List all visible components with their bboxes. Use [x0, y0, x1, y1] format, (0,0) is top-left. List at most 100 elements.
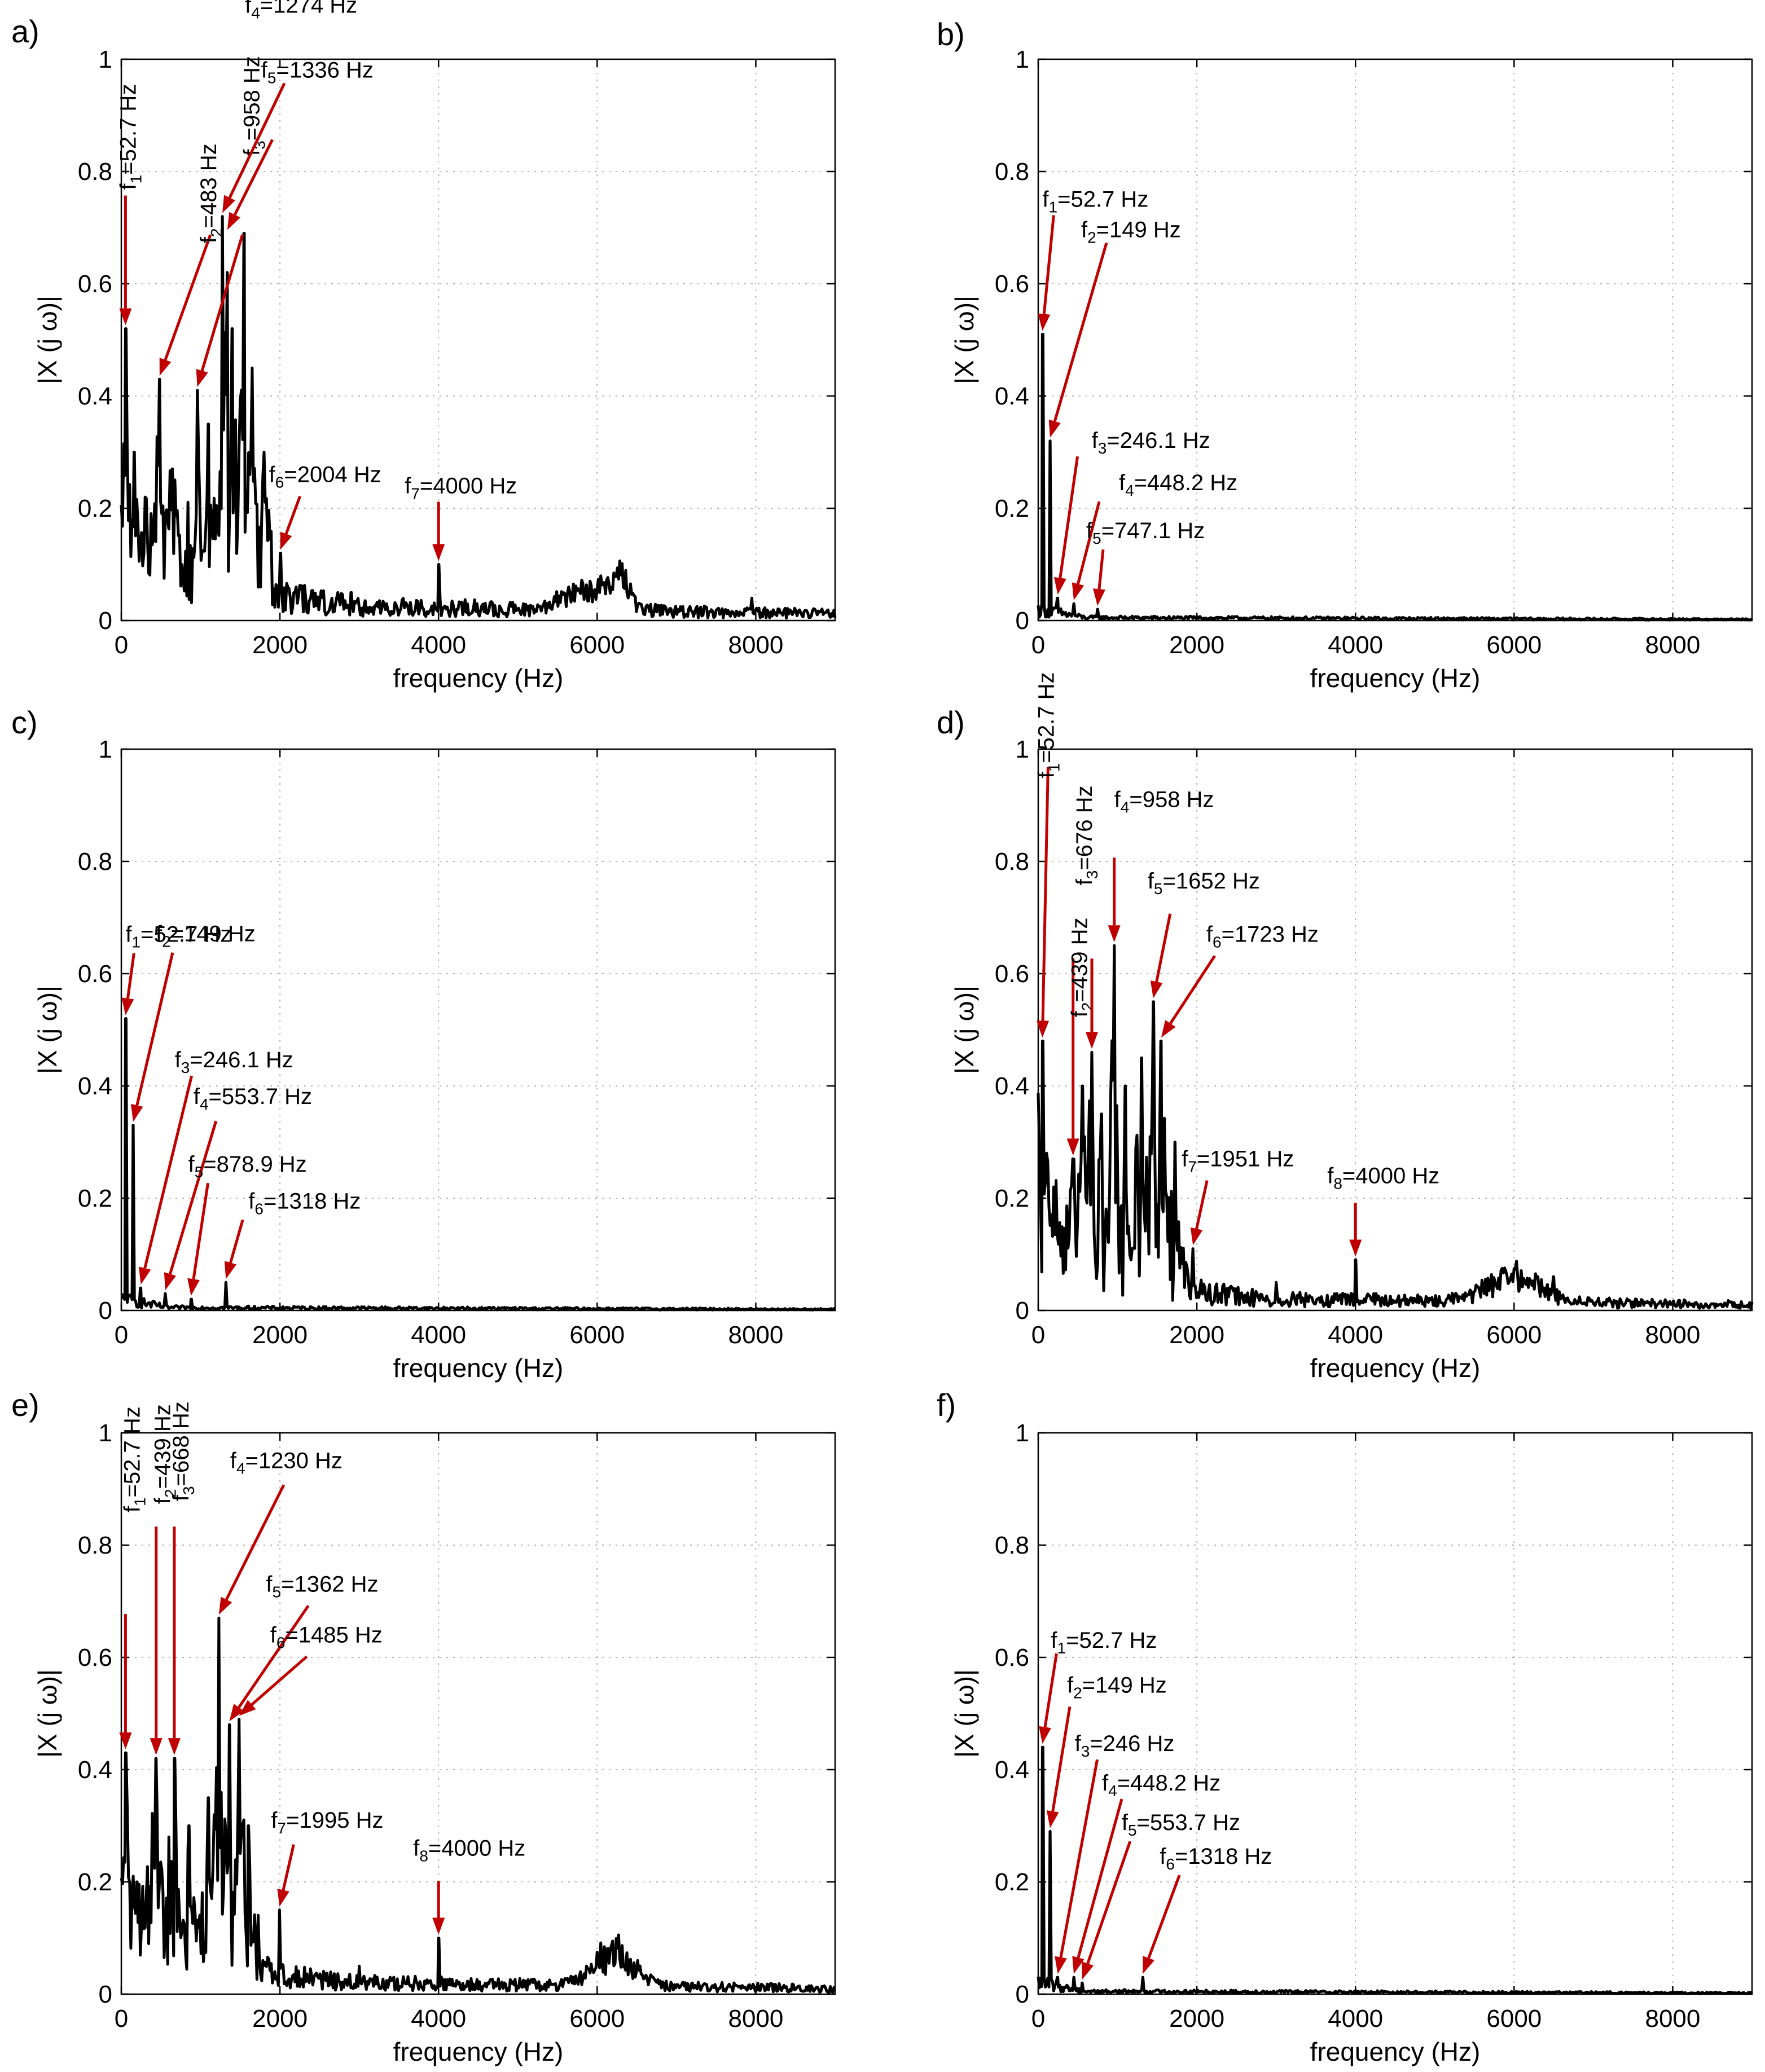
annotation-symbol: f [1034, 771, 1059, 778]
annotation-symbol: f [413, 1836, 420, 1861]
arrow-head [1046, 1810, 1059, 1828]
chart-panel-a: a) 0 2000 4000 6000 8000 0 0.2 0.4 0.6 0.8 1 frequen… [11, 0, 837, 693]
y-tick-label: 0.4 [78, 1756, 112, 1784]
x-axis-label: frequency (Hz) [393, 2037, 564, 2066]
annotation-symbol: f [1081, 218, 1088, 243]
x-tick-label: 2000 [252, 631, 308, 659]
annotation-subscript: 4 [1121, 798, 1130, 816]
annotation-label: f6=1723 Hz [1206, 922, 1319, 951]
arrow-head [138, 1266, 151, 1285]
peak-annotation-f3: f3=958 Hz [196, 56, 269, 388]
arrow-head [229, 1704, 244, 1722]
annotation-label: f6=1485 Hz [270, 1622, 383, 1651]
y-tick-label: 1 [1016, 1419, 1029, 1447]
peak-annotation-f3: f3=676 Hz [1072, 785, 1101, 1049]
x-tick-label: 6000 [1486, 1321, 1542, 1349]
annotation-subscript: 3 [1081, 1743, 1090, 1760]
peak-annotation-f2: f2=439 Hz [1066, 918, 1096, 1156]
peak-annotation-f7: f7=4000 Hz [405, 474, 517, 561]
annotation-label: f7=4000 Hz [405, 474, 517, 503]
y-tick-label: 0 [99, 607, 112, 635]
annotation-subscript: 8 [419, 1847, 428, 1865]
peak-annotation-f2: f2=439 Hz [150, 1404, 179, 1756]
x-tick-label: 4000 [1328, 631, 1383, 659]
y-tick-label: 1 [1016, 46, 1029, 73]
y-tick-label: 0 [99, 1297, 112, 1325]
y-axis-label: |X (j ω)| [33, 296, 62, 384]
peak-annotation-f1: f1=52.7 Hz [116, 84, 144, 325]
annotation-symbol: f [1182, 1147, 1188, 1172]
y-tick-label: 0.6 [995, 270, 1029, 298]
annotation-label: f2=483 Hz [196, 143, 225, 243]
annotation-label: f3=246 Hz [1075, 1731, 1175, 1760]
x-tick-label: 6000 [569, 631, 625, 659]
arrow-head [168, 1738, 181, 1756]
annotation-symbol: f [1122, 1810, 1129, 1835]
annotation-label: f4=1230 Hz [230, 1448, 343, 1477]
arrow-head [1053, 577, 1066, 595]
annotation-symbol: f [169, 1494, 194, 1501]
annotation-symbol: f [125, 922, 132, 947]
annotation-label: f4=958 Hz [1114, 787, 1214, 816]
annotation-value: =676 Hz [1072, 785, 1097, 870]
peak-annotation-f4: f4=448.2 Hz [1072, 1771, 1220, 1974]
annotation-label: f1=52.7 Hz [1034, 672, 1062, 778]
annotation-value: =747.1 Hz [1101, 518, 1205, 543]
arrow-shaft [192, 1182, 210, 1279]
annotation-value: =2004 Hz [284, 463, 381, 487]
peak-annotation-f4: f4=958 Hz [1108, 787, 1214, 943]
peak-annotation-f8: f8=4000 Hz [413, 1836, 525, 1935]
x-tick-label: 0 [115, 2005, 128, 2033]
annotation-symbol: f [120, 1506, 144, 1512]
annotation-subscript: 3 [180, 1486, 197, 1495]
annotation-label: f1=52.7 Hz [1042, 187, 1148, 216]
annotation-value: =668 Hz [169, 1401, 194, 1486]
annotation-subscript: 7 [1188, 1158, 1197, 1176]
annotation-label: f5=1362 Hz [266, 1572, 378, 1600]
peak-annotation-f8: f8=4000 Hz [1327, 1163, 1439, 1257]
arrow-shaft [1077, 1798, 1123, 1958]
arrow-head [432, 544, 445, 561]
annotation-label: f5=878.9 Hz [188, 1152, 307, 1181]
annotation-value: =246 Hz [1090, 1731, 1174, 1756]
annotation-symbol: f [1102, 1771, 1109, 1796]
arrow-shaft [233, 139, 274, 215]
annotation-symbol: f [1042, 187, 1049, 212]
annotation-subscript: 4 [236, 1459, 245, 1477]
annotation-label: f1=52.7 Hz [116, 84, 144, 190]
annotation-value: =149 Hz [171, 922, 256, 947]
annotation-subscript: 6 [275, 474, 284, 491]
annotation-subscript: 1 [1045, 763, 1062, 772]
peak-annotation-f5: f5=1362 Hz [229, 1572, 378, 1722]
annotation-symbol: f [1086, 518, 1093, 543]
y-tick-label: 0.8 [995, 1532, 1029, 1559]
annotation-subscript: 7 [411, 485, 420, 503]
annotation-subscript: 5 [195, 1163, 204, 1181]
annotation-symbol: f [271, 1808, 278, 1833]
annotation-value: =4000 Hz [1342, 1163, 1439, 1188]
x-tick-label: 8000 [1645, 1321, 1700, 1349]
chart-panel-b: b) 0 2000 4000 6000 8000 0 0.2 0.4 0.6 0.8 1 frequen… [937, 16, 1753, 693]
annotation-symbol: f [266, 1572, 273, 1596]
arrow-shaft [200, 234, 244, 371]
annotation-label: f5=1336 Hz [261, 58, 374, 86]
annotation-subscript: 3 [1098, 439, 1107, 457]
annotation-value: =1318 Hz [1175, 1844, 1272, 1869]
y-tick-label: 0.8 [995, 848, 1029, 876]
peak-annotation-f6: f6=2004 Hz [269, 463, 381, 550]
peak-annotation-f4: f4=1274 Hz [222, 0, 357, 213]
annotation-value: =1951 Hz [1197, 1147, 1294, 1172]
annotation-value: =52.7 Hz [1057, 187, 1148, 212]
x-tick-label: 0 [1031, 631, 1045, 659]
annotation-value: =246.1 Hz [190, 1048, 293, 1072]
x-tick-label: 8000 [728, 1321, 783, 1349]
annotation-value: =1336 Hz [276, 58, 373, 82]
annotation-subscript: 2 [162, 1489, 179, 1498]
annotation-subscript: 2 [1073, 1684, 1082, 1701]
x-axis-label: frequency (Hz) [393, 663, 564, 693]
annotation-subscript: 1 [131, 1497, 148, 1506]
y-axis-label: |X (j ω)| [33, 986, 62, 1074]
arrow-head [150, 1738, 163, 1756]
annotation-label: f5=1652 Hz [1148, 869, 1260, 898]
annotation-label: f6=1318 Hz [248, 1189, 361, 1217]
